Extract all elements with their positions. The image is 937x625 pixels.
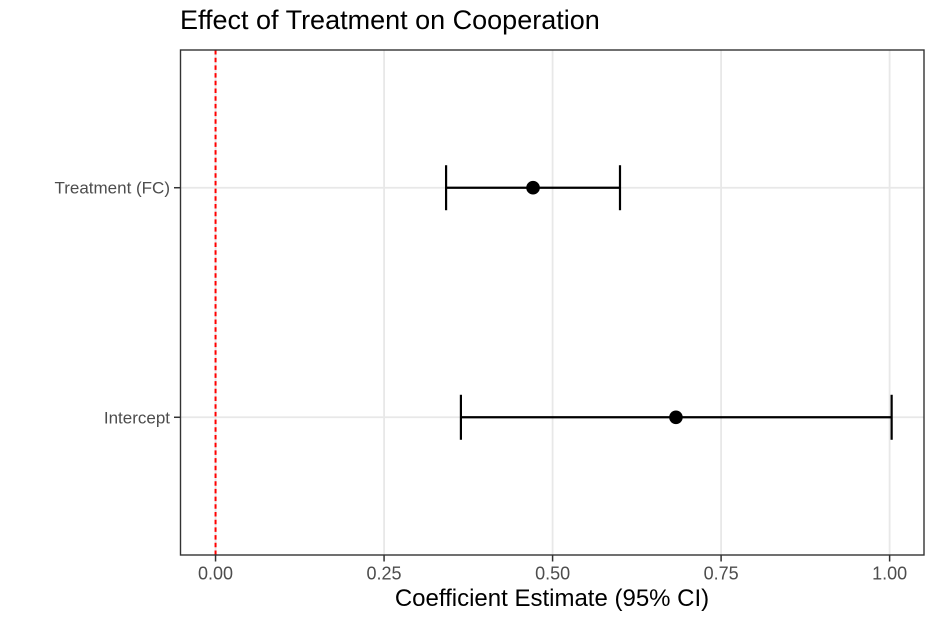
y-axis-label-treatment-fc: Treatment (FC) (54, 179, 170, 198)
x-tick-label-0-25: 0.25 (367, 564, 402, 584)
x-tick-label-1-00: 1.00 (872, 564, 907, 584)
x-tick-label-0-50: 0.50 (535, 564, 570, 584)
y-axis-label-intercept: Intercept (104, 408, 170, 427)
x-axis-title: Coefficient Estimate (95% CI) (394, 585, 710, 612)
chart-title: Effect of Treatment on Cooperation (180, 5, 600, 35)
point-intercept (669, 410, 683, 425)
point-treatment-fc (526, 180, 540, 195)
x-tick-label-0-75: 0.75 (704, 564, 739, 584)
x-tick-label-0-00: 0.00 (198, 564, 233, 584)
